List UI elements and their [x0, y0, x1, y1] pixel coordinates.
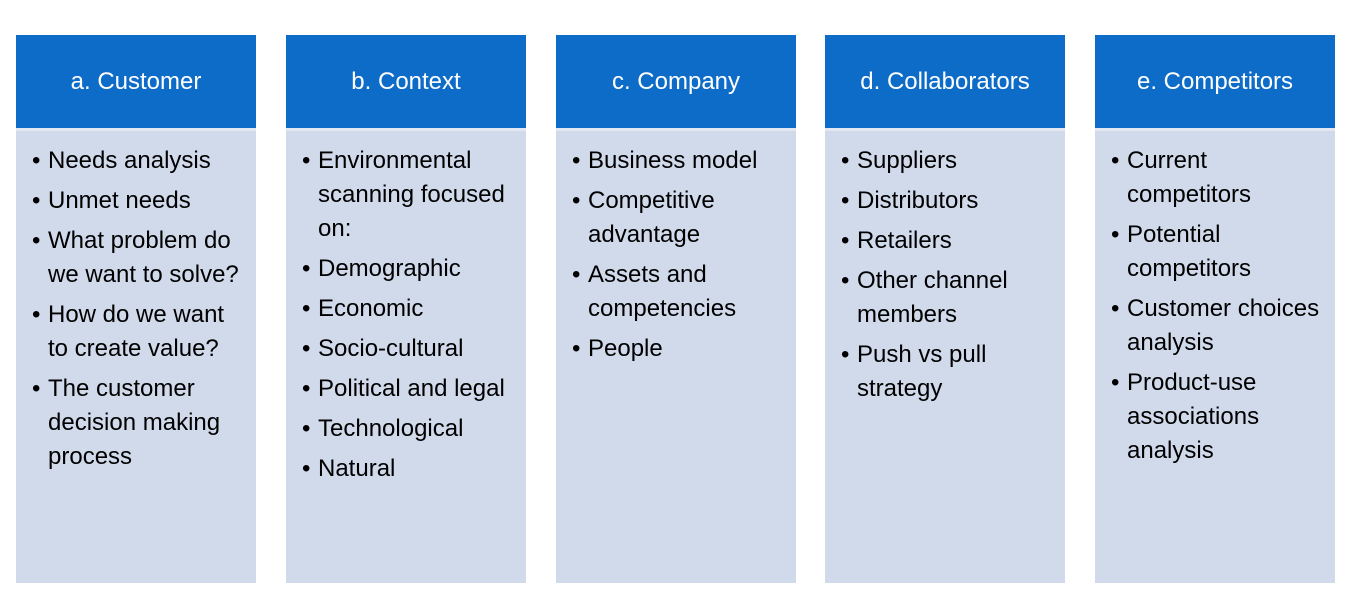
- list-item: Economic: [302, 292, 516, 326]
- column-company: c. Company Business model Competitive ad…: [556, 35, 796, 583]
- column-header: b. Context: [286, 35, 526, 128]
- list-item: What problem do we want to solve?: [32, 224, 246, 292]
- column-separator: [16, 128, 256, 131]
- list-item: Potential competitors: [1111, 218, 1325, 286]
- bullet-list: Environmental scanning focused on: Demog…: [302, 144, 516, 486]
- column-separator: [1095, 128, 1335, 131]
- column-header: a. Customer: [16, 35, 256, 128]
- bullet-list: Suppliers Distributors Retailers Other c…: [841, 144, 1055, 406]
- list-item: Demographic: [302, 252, 516, 286]
- column-separator: [286, 128, 526, 131]
- column-customer: a. Customer Needs analysis Unmet needs W…: [16, 35, 256, 583]
- list-item: Technological: [302, 412, 516, 446]
- list-item: Competitive advantage: [572, 184, 786, 252]
- column-competitors: e. Competitors Current competitors Poten…: [1095, 35, 1335, 583]
- list-item: Distributors: [841, 184, 1055, 218]
- list-item: Natural: [302, 452, 516, 486]
- list-item: Current competitors: [1111, 144, 1325, 212]
- list-item: Business model: [572, 144, 786, 178]
- list-item: Retailers: [841, 224, 1055, 258]
- column-header: e. Competitors: [1095, 35, 1335, 128]
- column-separator: [556, 128, 796, 131]
- column-collaborators: d. Collaborators Suppliers Distributors …: [825, 35, 1065, 583]
- list-item: Socio-cultural: [302, 332, 516, 366]
- list-item: Push vs pull strategy: [841, 338, 1055, 406]
- list-item: Other channel members: [841, 264, 1055, 332]
- list-item: Product-use associations analysis: [1111, 366, 1325, 468]
- column-body: Needs analysis Unmet needs What problem …: [16, 131, 256, 583]
- bullet-list: Current competitors Potential competitor…: [1111, 144, 1325, 468]
- list-item: Environmental scanning focused on:: [302, 144, 516, 246]
- column-body: Suppliers Distributors Retailers Other c…: [825, 131, 1065, 583]
- bullet-list: Needs analysis Unmet needs What problem …: [32, 144, 246, 474]
- list-item: How do we want to create value?: [32, 298, 246, 366]
- list-item: Needs analysis: [32, 144, 246, 178]
- column-body: Environmental scanning focused on: Demog…: [286, 131, 526, 583]
- column-header: d. Collaborators: [825, 35, 1065, 128]
- list-item: Political and legal: [302, 372, 516, 406]
- list-item: Suppliers: [841, 144, 1055, 178]
- list-item: People: [572, 332, 786, 366]
- column-body: Current competitors Potential competitor…: [1095, 131, 1335, 583]
- list-item: The customer decision making process: [32, 372, 246, 474]
- column-context: b. Context Environmental scanning focuse…: [286, 35, 526, 583]
- list-item: Unmet needs: [32, 184, 246, 218]
- column-header: c. Company: [556, 35, 796, 128]
- list-item: Customer choices analysis: [1111, 292, 1325, 360]
- column-separator: [825, 128, 1065, 131]
- bullet-list: Business model Competitive advantage Ass…: [572, 144, 786, 366]
- list-item: Assets and competencies: [572, 258, 786, 326]
- column-body: Business model Competitive advantage Ass…: [556, 131, 796, 583]
